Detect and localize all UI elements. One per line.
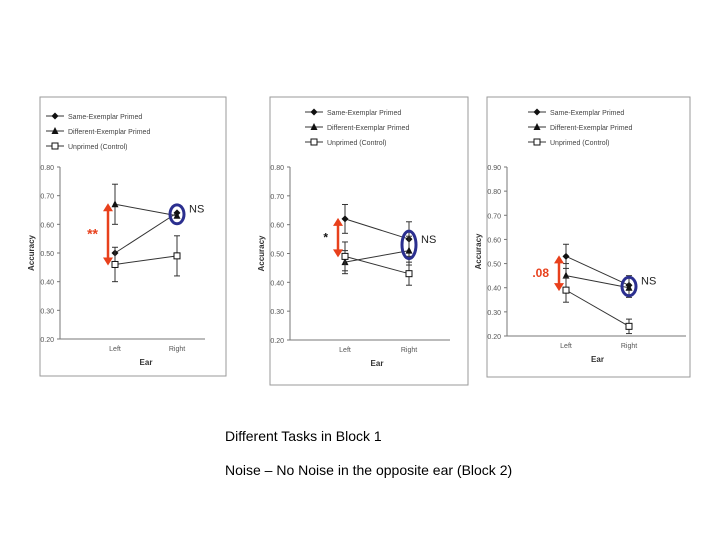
caption-line-2: Noise – No Noise in the opposite ear (Bl… (225, 462, 513, 478)
significance-arrow-head-down (333, 249, 343, 258)
ns-ellipse (168, 203, 186, 226)
significance-label-right: NS (641, 276, 656, 288)
y-tick-label: 0.30 (40, 308, 54, 315)
data-point-triangle (405, 246, 413, 254)
legend-marker-diamond (533, 108, 541, 116)
legend-label: Unprimed (Control) (68, 144, 128, 151)
data-point-square (173, 252, 181, 260)
data-point-diamond (562, 252, 570, 260)
y-tick-label: 0.60 (270, 223, 284, 230)
data-point-diamond (341, 215, 349, 223)
legend-label: Unprimed (Control) (327, 140, 387, 147)
legend-marker-triangle (51, 127, 59, 134)
data-point-square (111, 260, 119, 268)
legend-label: Different-Exemplar Primed (327, 125, 409, 132)
x-tick-label: Right (169, 346, 185, 353)
legend-marker-square (533, 138, 541, 146)
series-line (114, 203, 178, 217)
data-point-triangle (562, 271, 570, 279)
y-tick-label: 0.90 (487, 165, 501, 172)
x-tick-label: Right (621, 343, 637, 350)
y-tick-label: 0.60 (40, 222, 54, 229)
significance-arrow-head-up (103, 203, 113, 212)
significance-label-left: ** (87, 225, 98, 241)
legend-label: Same-Exemplar Primed (550, 110, 624, 117)
chart-frame (486, 96, 691, 378)
x-tick-label: Left (560, 343, 572, 350)
series-line (344, 250, 410, 263)
y-axis-label: Accuracy (27, 234, 36, 271)
legend-marker-triangle (533, 123, 541, 130)
series-line (114, 212, 178, 254)
data-point-square (341, 252, 349, 260)
y-tick-label: 0.30 (487, 310, 501, 317)
y-tick-label: 0.20 (270, 338, 284, 345)
y-tick-label: 0.20 (487, 334, 501, 341)
significance-arrow-head-down (554, 283, 564, 292)
y-tick-label: 0.30 (270, 309, 284, 316)
data-point-triangle (625, 283, 633, 291)
significance-label-left: * (323, 231, 328, 245)
x-tick-label: Left (339, 347, 351, 354)
legend-label: Unprimed (Control) (550, 140, 610, 147)
significance-label-right: NS (189, 203, 204, 215)
y-tick-label: 0.50 (40, 251, 54, 258)
series-line (114, 255, 178, 265)
x-axis-label: Ear (371, 359, 384, 368)
y-tick-label: 0.80 (270, 165, 284, 172)
legend-label: Different-Exemplar Primed (550, 125, 632, 132)
series-line (344, 255, 410, 275)
legend-label: Same-Exemplar Primed (327, 110, 401, 117)
legend-marker-square (310, 138, 318, 146)
series-line (565, 255, 630, 286)
y-tick-label: 0.70 (270, 194, 284, 201)
y-tick-label: 0.50 (487, 262, 501, 269)
chart-2: 0.20 0.30 0.40 0.50 0.60 0.70 0.80 Accuracy Left… (257, 96, 469, 386)
data-point-triangle (173, 211, 181, 219)
significance-label-right: NS (421, 234, 436, 246)
ns-ellipse (400, 229, 418, 261)
chart-3: 0.20 0.30 0.40 0.50 0.60 0.70 0.80 0.90 Accuracy… (474, 96, 691, 378)
y-tick-label: 0.80 (40, 165, 54, 172)
x-tick-label: Left (109, 346, 121, 353)
x-tick-label: Right (401, 347, 417, 354)
legend-label: Same-Exemplar Primed (68, 114, 142, 121)
y-tick-label: 0.50 (270, 252, 284, 259)
y-axis-label: Accuracy (257, 235, 266, 272)
y-tick-label: 0.20 (40, 337, 54, 344)
data-point-square (562, 286, 570, 294)
y-tick-label: 0.80 (487, 189, 501, 196)
y-tick-label: 0.40 (40, 280, 54, 287)
y-tick-label: 0.70 (487, 213, 501, 220)
y-axis-label: Accuracy (474, 233, 483, 270)
significance-arrow-head-down (103, 257, 113, 266)
y-tick-label: 0.40 (270, 280, 284, 287)
y-tick-label: 0.40 (487, 286, 501, 293)
significance-arrow-head-up (333, 217, 343, 226)
data-point-square (405, 270, 413, 278)
legend-marker-diamond (51, 112, 59, 120)
data-point-triangle (111, 200, 119, 208)
caption-line-1: Different Tasks in Block 1 (225, 428, 382, 444)
data-point-square (625, 322, 633, 330)
legend-label: Different-Exemplar Primed (68, 129, 150, 136)
series-line (565, 275, 630, 289)
legend-marker-triangle (310, 123, 318, 130)
x-axis-label: Ear (140, 358, 153, 367)
chart-frame (269, 96, 469, 386)
y-tick-label: 0.70 (40, 194, 54, 201)
series-line (344, 218, 410, 240)
legend-marker-diamond (310, 108, 318, 116)
ns-ellipse (620, 275, 638, 298)
y-tick-label: 0.60 (487, 237, 501, 244)
legend-marker-square (51, 142, 59, 150)
series-line (565, 289, 630, 327)
significance-label-left: .08 (532, 266, 549, 280)
x-axis-label: Ear (591, 355, 604, 364)
significance-arrow-head-up (554, 255, 564, 264)
chart-frame (39, 96, 227, 377)
chart-1: 0.20 0.30 0.40 0.50 0.60 0.70 0.80 Accuracy Left… (27, 96, 227, 377)
